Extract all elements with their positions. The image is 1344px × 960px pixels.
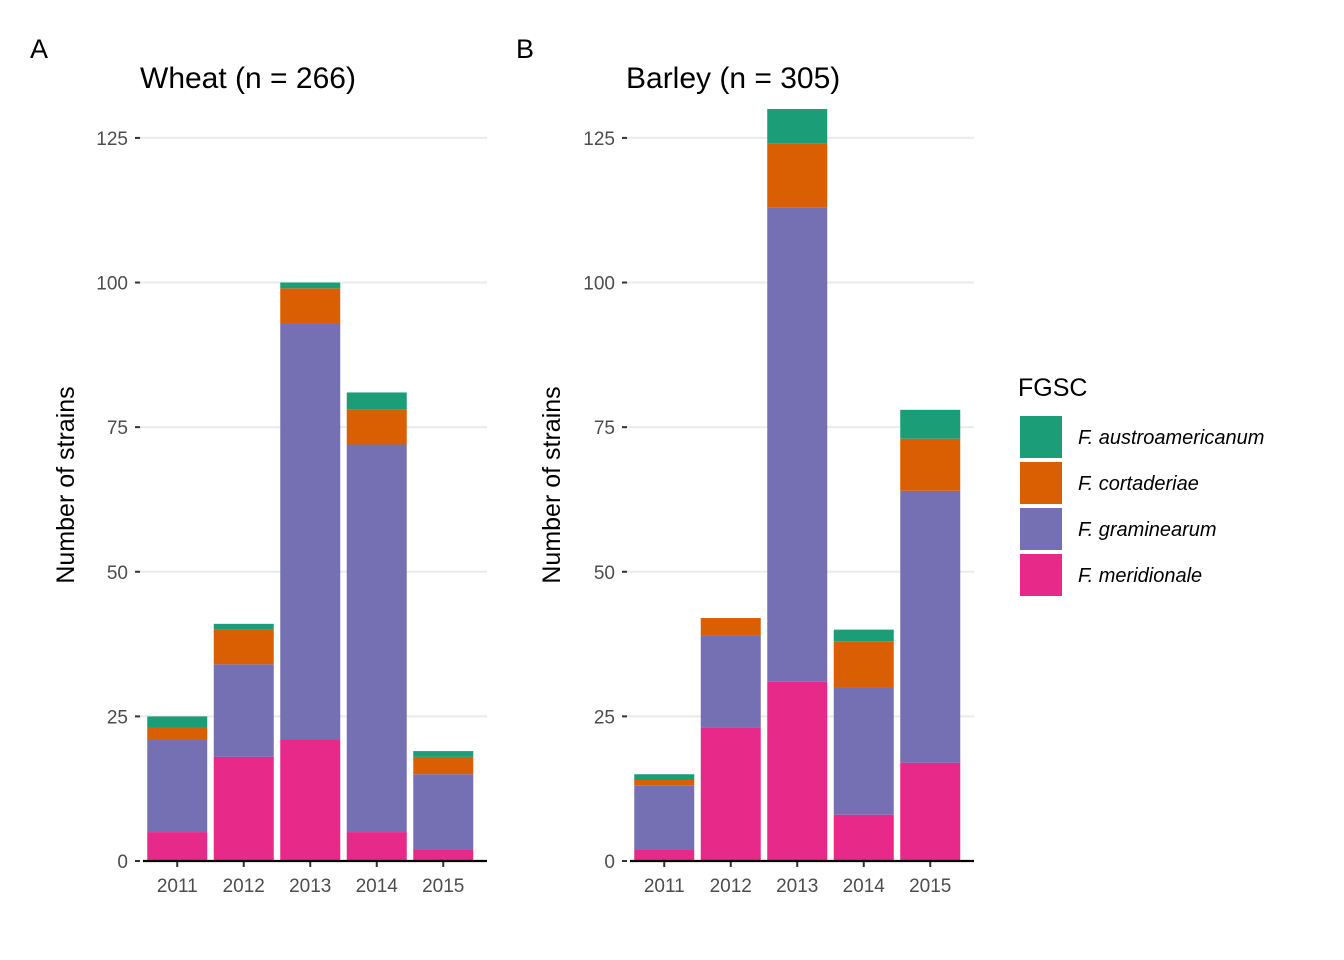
y-tick-label-barley-25: 25 (594, 707, 615, 728)
bar-barley-2012-fmeridionale (700, 727, 761, 861)
bar-barley-2015-faustroamericanum (900, 409, 961, 439)
legend-title: FGSC (1018, 374, 1087, 402)
bar-wheat-2015-faustroamericanum (413, 751, 474, 757)
bar-barley-2012-fgraminearum (700, 635, 761, 728)
bar-barley-2011-fmeridionale (634, 849, 695, 861)
y-axis-label-wheat: Number of strains (52, 386, 80, 583)
panel-title-wheat: Wheat (n = 266) (140, 62, 356, 95)
y-tick-label-barley-50: 50 (594, 563, 615, 584)
bar-wheat-2011-fcortaderiae (147, 727, 208, 740)
x-tick-label-barley-2013: 2013 (776, 876, 818, 897)
x-tick-label-wheat-2012: 2012 (223, 876, 265, 897)
panel-letter-a: A (30, 34, 48, 64)
bar-barley-2011-faustroamericanum (634, 774, 695, 781)
bar-wheat-2014-fcortaderiae (346, 409, 407, 445)
bar-wheat-2015-fcortaderiae (413, 756, 474, 775)
bar-wheat-2015-fgraminearum (413, 774, 474, 850)
y-tick-label-wheat-0: 0 (117, 852, 128, 873)
bar-barley-2011-fgraminearum (634, 785, 695, 850)
panel-letter-b: B (516, 34, 534, 64)
x-tick-label-barley-2011: 2011 (644, 876, 685, 897)
bar-wheat-2011-fmeridionale (147, 832, 208, 861)
y-axis-label-barley: Number of strains (538, 386, 566, 583)
y-tick-label-barley-100: 100 (583, 274, 615, 295)
bar-barley-2013-fgraminearum (767, 207, 828, 682)
bar-wheat-2011-faustroamericanum (147, 716, 208, 728)
legend-swatch-faustroamericanum (1020, 416, 1062, 458)
bar-wheat-2013-fcortaderiae (280, 288, 341, 324)
y-tick-label-wheat-125: 125 (96, 129, 128, 150)
legend-swatch-fmeridionale (1020, 554, 1062, 596)
bar-barley-2013-faustroamericanum (767, 109, 828, 144)
y-tick-label-wheat-50: 50 (107, 563, 128, 584)
legend-swatch-fgraminearum (1020, 508, 1062, 550)
bar-barley-2014-fmeridionale (833, 814, 894, 861)
x-tick-label-barley-2015: 2015 (909, 876, 951, 897)
y-tick-label-wheat-25: 25 (107, 707, 128, 728)
y-tick-label-barley-75: 75 (594, 418, 615, 439)
y-tick-label-barley-0: 0 (604, 852, 615, 873)
bars-barley (634, 109, 961, 861)
legend-swatch-fcortaderiae (1020, 462, 1062, 504)
x-tick-label-wheat-2013: 2013 (289, 876, 331, 897)
axes-wheat: 0 25 50 75 100 125 2011 2012 2013 2014 2015 (96, 129, 487, 897)
legend-items: F. austroamericanum F. cortaderiae F. gram… (1020, 416, 1264, 596)
bar-wheat-2012-faustroamericanum (213, 623, 274, 630)
y-tick-label-wheat-75: 75 (107, 418, 128, 439)
panel-title-barley: Barley (n = 305) (626, 62, 840, 95)
bar-barley-2014-fgraminearum (833, 687, 894, 815)
legend-label-fgraminearum: F. graminearum (1078, 519, 1217, 541)
legend-label-faustroamericanum: F. austroamericanum (1078, 427, 1264, 449)
y-tick-label-barley-125: 125 (583, 129, 615, 150)
x-tick-label-wheat-2011: 2011 (157, 876, 198, 897)
bar-wheat-2014-fgraminearum (346, 444, 407, 833)
bar-wheat-2012-fcortaderiae (213, 629, 274, 665)
bar-barley-2013-fcortaderiae (767, 143, 828, 208)
bar-wheat-2013-fmeridionale (280, 739, 341, 861)
bar-wheat-2013-faustroamericanum (280, 282, 341, 289)
bars-wheat (147, 282, 474, 861)
bar-barley-2015-fmeridionale (900, 762, 961, 861)
bar-barley-2012-fcortaderiae (700, 618, 761, 636)
bar-wheat-2014-fmeridionale (346, 832, 407, 861)
bar-barley-2015-fcortaderiae (900, 438, 961, 491)
bar-barley-2011-fcortaderiae (634, 780, 695, 786)
bar-wheat-2014-faustroamericanum (346, 392, 407, 410)
x-tick-label-wheat-2015: 2015 (422, 876, 464, 897)
bar-wheat-2011-fgraminearum (147, 739, 208, 833)
bar-barley-2013-fmeridionale (767, 681, 828, 861)
legend-label-fcortaderiae: F. cortaderiae (1078, 473, 1199, 495)
bar-wheat-2012-fgraminearum (213, 664, 274, 757)
bar-barley-2014-fcortaderiae (833, 641, 894, 688)
bar-wheat-2015-fmeridionale (413, 849, 474, 861)
bar-wheat-2013-fgraminearum (280, 323, 341, 740)
bar-barley-2014-faustroamericanum (833, 629, 894, 642)
panel-barley: B Barley (n = 305) Number of strains 0 25… (516, 34, 974, 897)
bar-barley-2015-fgraminearum (900, 490, 961, 763)
bar-wheat-2012-fmeridionale (213, 756, 274, 861)
x-tick-label-barley-2014: 2014 (843, 876, 886, 897)
panel-wheat: A Wheat (n = 266) Number of strains 0 25 5… (30, 34, 487, 897)
legend-label-fmeridionale: F. meridionale (1078, 565, 1202, 587)
y-tick-label-wheat-100: 100 (96, 274, 128, 295)
axes-barley: 0 25 50 75 100 125 2011 2012 2013 2014 2015 (583, 129, 974, 897)
x-tick-label-barley-2012: 2012 (710, 876, 752, 897)
x-tick-label-wheat-2014: 2014 (356, 876, 399, 897)
